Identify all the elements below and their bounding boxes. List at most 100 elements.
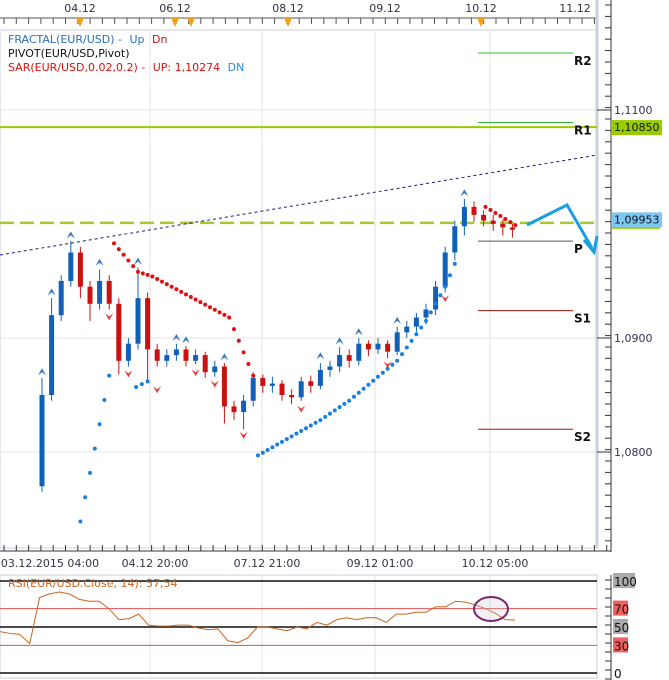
fractal-up-icon: [182, 336, 190, 344]
candle-body: [87, 286, 93, 304]
fractal-up-icon: [460, 189, 469, 197]
candle-body: [433, 286, 439, 310]
fractal-down-icon: [297, 405, 306, 413]
rsi-label: 100: [614, 575, 637, 589]
candle-body: [241, 400, 247, 413]
price-label: 1,1100: [614, 104, 653, 117]
sar-dot: [385, 366, 390, 371]
candle-body: [413, 317, 419, 327]
sar-dot: [337, 405, 342, 410]
sar-dot: [107, 373, 112, 378]
rsi-badge: [613, 600, 628, 616]
arrow-head-icon: [582, 235, 599, 256]
sar-dot: [169, 284, 174, 289]
price-badge-label: 1,10850: [614, 121, 660, 134]
sar-dot: [366, 382, 371, 387]
rsi-line: [0, 591, 516, 645]
fractal-down-icon: [191, 369, 200, 377]
fractal-down-icon: [124, 370, 133, 378]
candle-body: [404, 326, 410, 333]
bottom-date-label: 07.12 21:00: [234, 557, 301, 570]
sar-dot: [419, 325, 424, 330]
sar-dot: [395, 358, 400, 363]
pivot-label-s1: S1: [574, 312, 591, 326]
sar-dot: [102, 397, 107, 402]
candle-body: [375, 343, 381, 350]
sar-dot: [448, 273, 452, 278]
candle-body: [500, 224, 506, 228]
fractal-down-icon: [239, 431, 248, 439]
sar-dot: [332, 408, 337, 413]
candle-body: [97, 281, 103, 304]
highlight-circle: [473, 596, 509, 622]
sar-dot: [203, 302, 208, 307]
sar-dot: [304, 426, 308, 431]
candle-body: [193, 355, 199, 361]
trend-line: [0, 154, 598, 256]
sar-dot: [198, 300, 203, 305]
candle-body: [423, 309, 429, 318]
top-date-label: 11.12: [559, 2, 591, 15]
candle-body: [39, 395, 45, 487]
sar-dot: [433, 301, 438, 306]
sar-dot: [150, 274, 155, 279]
fractal-up-icon: [134, 257, 142, 265]
candle-body: [173, 349, 179, 356]
sar-dot: [116, 247, 121, 252]
candle-body: [250, 377, 256, 401]
sar-dot: [227, 315, 232, 320]
top-date-label: 08.12: [272, 2, 304, 15]
sar-dot: [260, 450, 265, 455]
sar-dot: [193, 297, 198, 302]
candle-body: [461, 206, 467, 227]
fractal-down-icon: [210, 380, 219, 388]
sar-dot: [126, 258, 131, 263]
candle-body: [77, 252, 83, 287]
sar-dot: [438, 293, 443, 298]
candle-body: [337, 355, 343, 367]
candle-body: [394, 332, 400, 352]
candle-body: [289, 395, 295, 398]
fractal-up-icon: [335, 337, 344, 345]
sar-dot: [121, 252, 126, 257]
time-marker-icon: [76, 18, 84, 27]
sar-dot: [222, 312, 227, 317]
sar-dot: [513, 223, 518, 228]
sar-dot: [217, 310, 222, 315]
sar-dot: [246, 361, 251, 366]
price-badge-label: 1,09953: [614, 213, 660, 226]
sar-dot: [112, 241, 116, 246]
sar-dot: [160, 279, 164, 284]
time-marker-icon: [284, 18, 292, 27]
rsi-badge: [613, 619, 628, 634]
top-date-label: 04.12: [64, 2, 96, 15]
candle-body: [509, 227, 515, 230]
price-badge: [612, 120, 662, 136]
fractal-down-icon: [441, 295, 450, 303]
sar-dot: [97, 422, 102, 427]
time-marker-icon: [477, 18, 485, 27]
candle-body: [260, 377, 266, 386]
sar-dot: [280, 439, 284, 444]
price-label: 1,0900: [614, 332, 653, 345]
sar-dot: [308, 423, 313, 428]
sar-dot: [145, 379, 150, 384]
candle-body: [202, 355, 208, 373]
fractal-up-icon: [172, 334, 181, 341]
candle-body: [317, 369, 323, 386]
legend-pivot: PIVOT(EUR/USD,Pivot): [8, 47, 130, 60]
pivot-label-r1: R1: [574, 124, 592, 138]
fractal-up-icon: [393, 316, 402, 324]
sar-dot: [241, 350, 246, 355]
fractal-up-icon: [47, 288, 56, 296]
sar-dot: [443, 284, 448, 289]
top-date-label: 09.12: [369, 2, 401, 15]
rsi-label: 70: [614, 603, 629, 617]
sar-dot: [318, 418, 323, 423]
candle-body: [279, 383, 285, 395]
sar-dot: [498, 214, 503, 219]
sar-dot: [78, 519, 83, 524]
sar-dot: [265, 447, 270, 452]
candle-body: [68, 252, 74, 281]
